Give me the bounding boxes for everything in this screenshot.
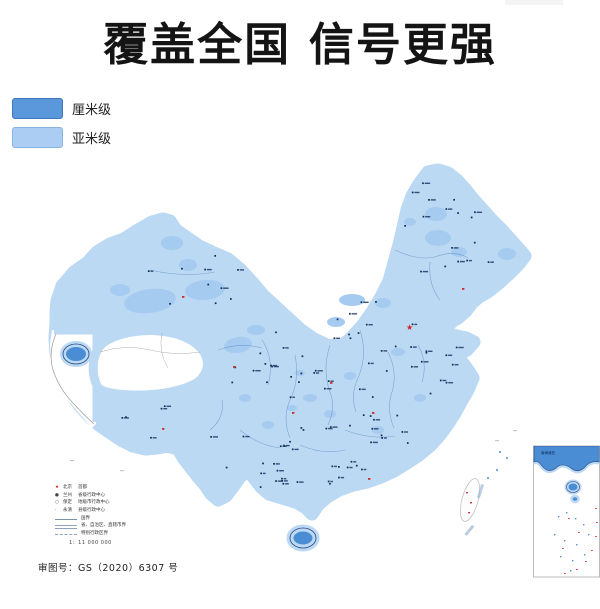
page-title: 覆盖全国 信号更强 [103, 18, 497, 71]
hainan-island [286, 524, 320, 552]
bohai-sea [435, 315, 461, 333]
legend-row-province-capital: ● 兰州 省级行政中心 [55, 492, 105, 498]
capital-marks [162, 288, 465, 480]
legend-row-county: · 永清 县级行政中心 [55, 508, 105, 514]
legend-row-sar-boundary: 特别行政区界 [55, 532, 147, 537]
offshore-marks [70, 430, 517, 479]
submeter-label: 亚米级 [72, 132, 112, 147]
legend-row-prefecture: ○ 保定 地级市行政中心 [55, 500, 110, 506]
south-china-sea-inset: 南海诸岛 [533, 445, 600, 578]
map-legend-box: ★ 北京 首都 ● 兰州 省级行政中心 ○ 保定 地级市行政中心 · 永清 县级… [55, 485, 147, 546]
county-icon: · [55, 508, 57, 514]
beijing-star: ★ [406, 323, 413, 332]
submeter-patches [110, 207, 516, 434]
map-scale: 1：11 000 000 [69, 539, 112, 546]
centimeter-label: 厘米级 [72, 103, 112, 118]
sar-boundary-line-icon [55, 533, 77, 535]
inset-islands [554, 512, 590, 572]
legend-row-province-boundary: 省、自治区、直辖市界 [55, 524, 147, 529]
taiwan-island [460, 478, 485, 536]
province-capital-icon: ● [55, 492, 59, 498]
capital-star-icon: ★ [55, 485, 60, 490]
inset-dash-line [562, 508, 598, 574]
inset-title: 南海诸岛 [541, 450, 555, 455]
national-boundary-line-icon [55, 518, 77, 520]
city-dots [121, 182, 494, 488]
legend-row-capital: ★ 北京 首都 [55, 485, 87, 490]
legend-item-submeter: 亚米级 [12, 127, 111, 148]
west-uncovered-gap [50, 327, 100, 428]
map-approval-number: 审图号：GS（2020）6307 号 [38, 563, 179, 574]
tibet-uncovered-gap [88, 326, 212, 400]
legend-item-centimeter: 厘米级 [12, 98, 111, 119]
province-boundary-line-icon [55, 524, 77, 529]
legend-row-national-boundary: 国界 [55, 516, 147, 522]
submeter-swatch [12, 127, 63, 148]
centimeter-swatch [12, 98, 63, 119]
coverage-legend: 厘米级 亚米级 [12, 98, 111, 156]
province-boundaries [149, 249, 469, 452]
decorative-band [505, 0, 563, 5]
prefecture-icon: ○ [55, 500, 59, 506]
